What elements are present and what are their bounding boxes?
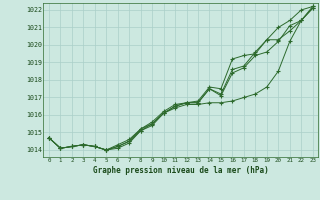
X-axis label: Graphe pression niveau de la mer (hPa): Graphe pression niveau de la mer (hPa): [93, 166, 269, 175]
